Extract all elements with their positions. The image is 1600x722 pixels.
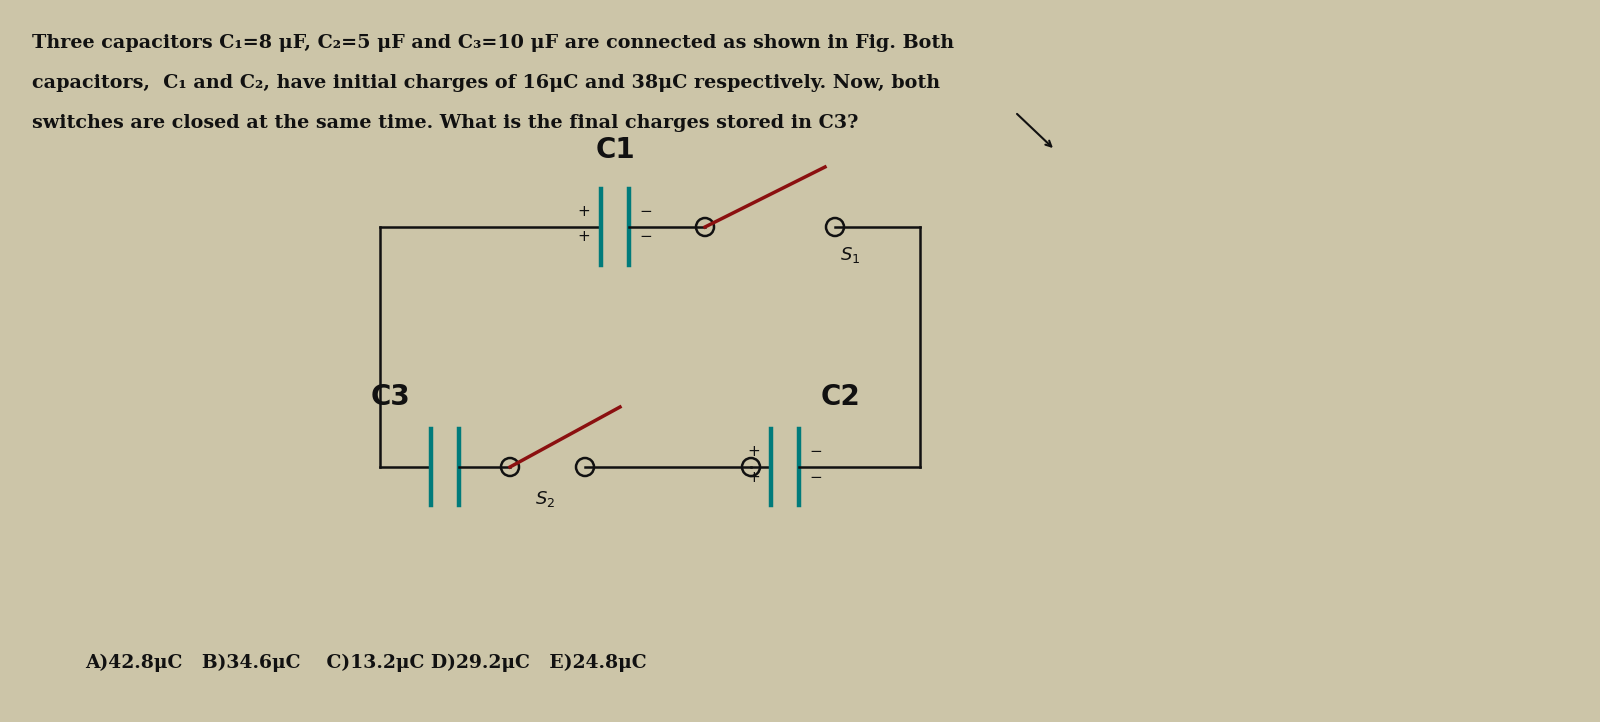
Text: C3: C3 — [370, 383, 410, 411]
Text: −: − — [810, 469, 822, 484]
Text: −: − — [810, 445, 822, 459]
Text: +: + — [747, 445, 760, 459]
Text: +: + — [578, 204, 590, 219]
Text: −: − — [640, 204, 653, 219]
Text: C1: C1 — [595, 136, 635, 164]
Text: A)42.8μC   B)34.6μC    C)13.2μC D)29.2μC   E)24.8μC: A)42.8μC B)34.6μC C)13.2μC D)29.2μC E)24… — [85, 653, 646, 672]
Text: −: − — [640, 230, 653, 245]
Text: $S_1$: $S_1$ — [840, 245, 861, 265]
Text: $S_2$: $S_2$ — [534, 489, 555, 509]
Text: +: + — [747, 469, 760, 484]
Text: Three capacitors C₁=8 μF, C₂=5 μF and C₃=10 μF are connected as shown in Fig. Bo: Three capacitors C₁=8 μF, C₂=5 μF and C₃… — [32, 34, 954, 52]
Text: +: + — [578, 230, 590, 245]
Text: C2: C2 — [821, 383, 859, 411]
Text: switches are closed at the same time. What is the final charges stored in C3?: switches are closed at the same time. Wh… — [32, 114, 858, 132]
Text: capacitors,  C₁ and C₂, have initial charges of 16μC and 38μC respectively. Now,: capacitors, C₁ and C₂, have initial char… — [32, 74, 941, 92]
